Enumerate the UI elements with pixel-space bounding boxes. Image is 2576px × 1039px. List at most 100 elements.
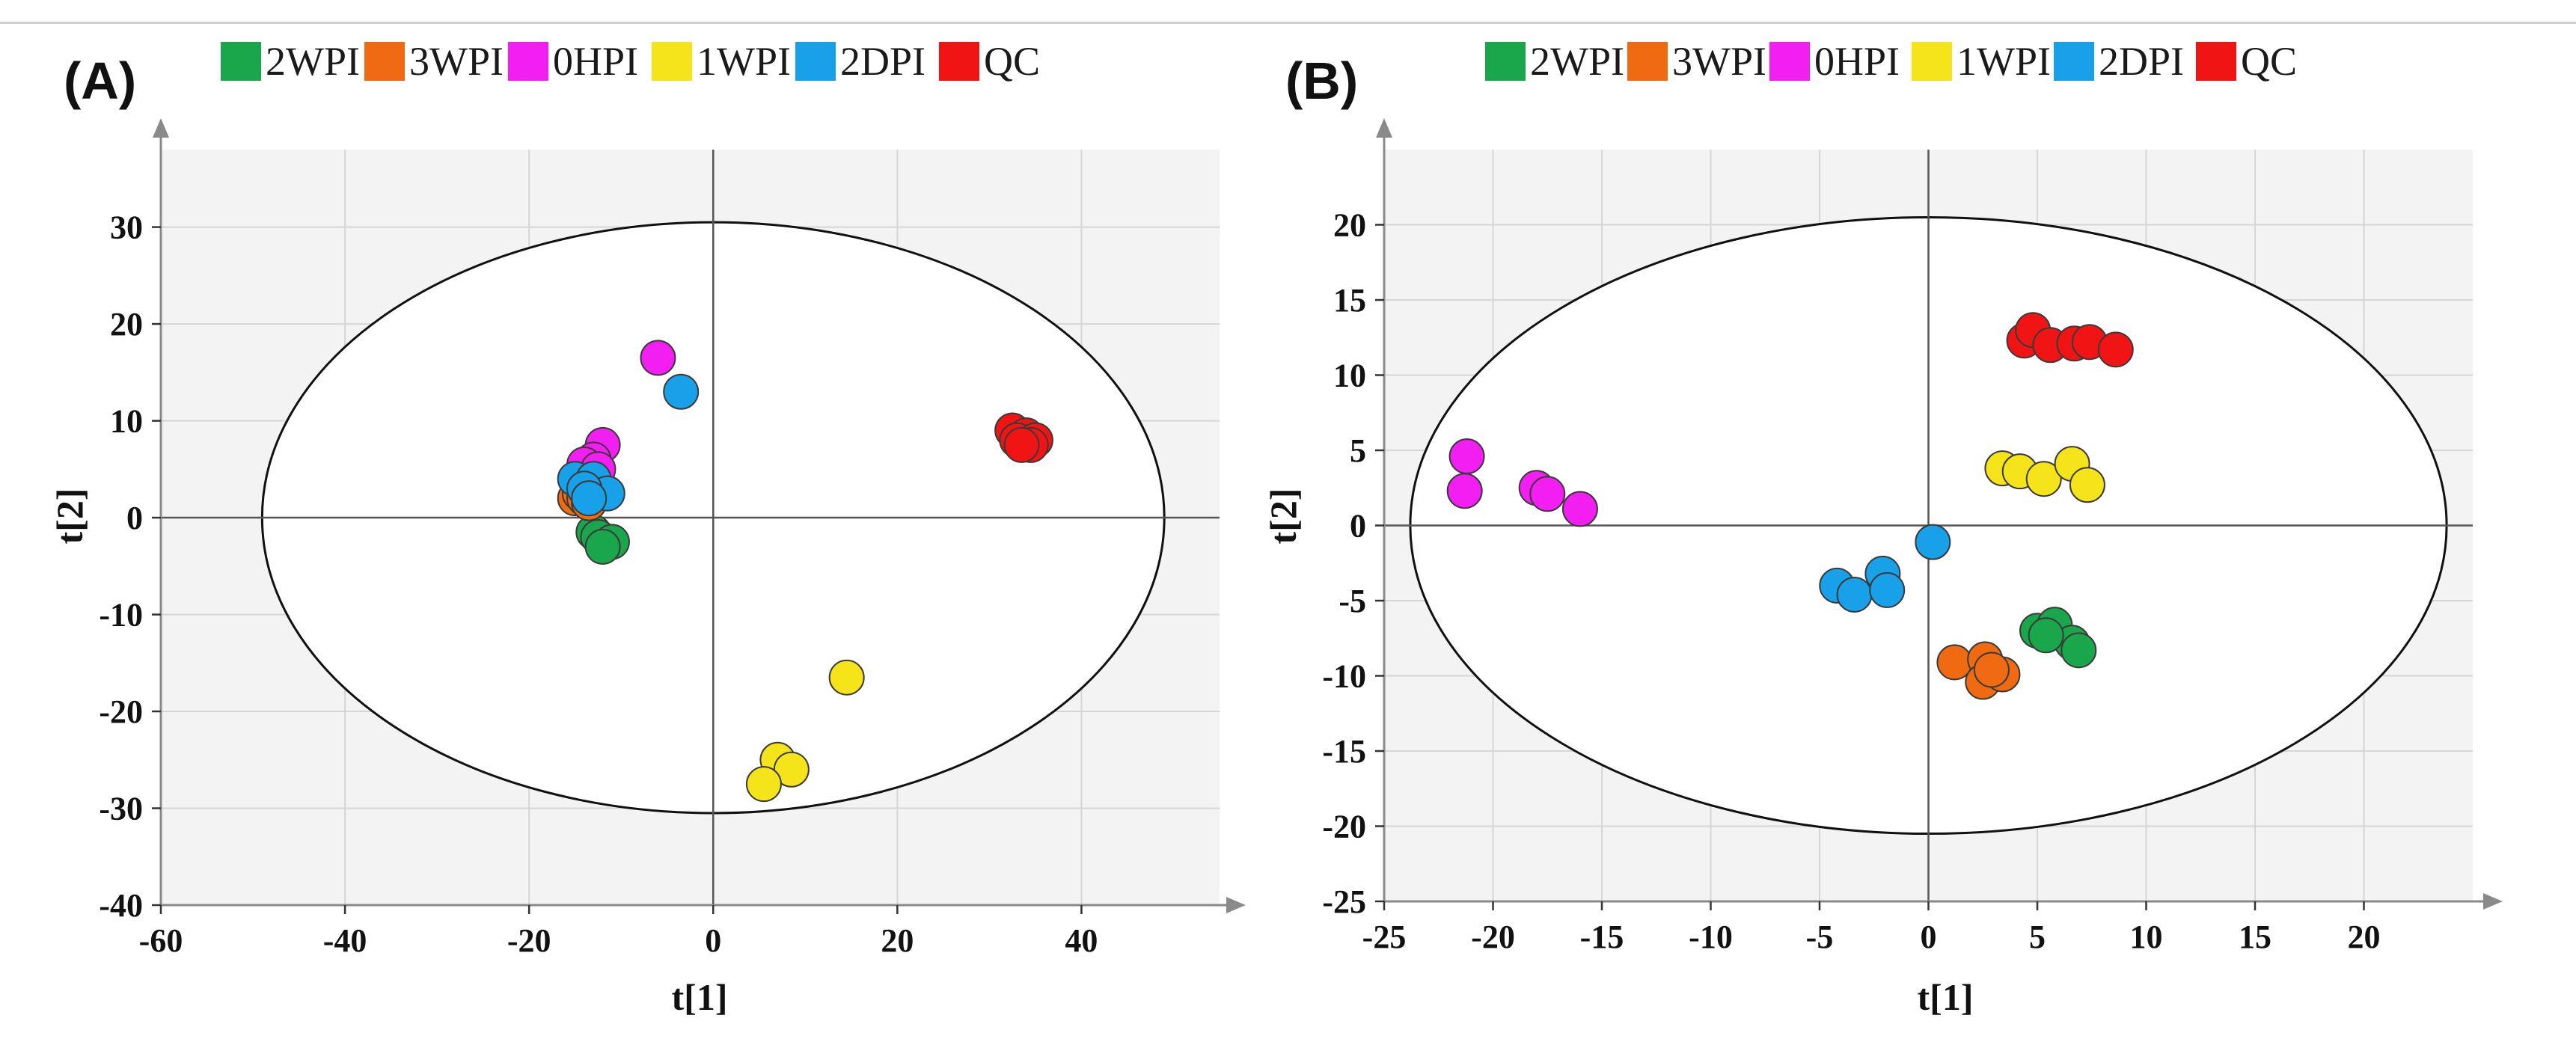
y-tick-label: 10 — [110, 403, 143, 440]
legend-swatch — [1627, 42, 1668, 81]
data-point — [584, 528, 621, 565]
x-tick-label: -10 — [1689, 919, 1733, 955]
x-tick-label: -15 — [1580, 919, 1624, 955]
legend-item-1wpi: 1WPI — [1912, 39, 2051, 84]
y-tick-label: -10 — [1322, 658, 1366, 695]
data-point — [2025, 461, 2062, 497]
series-2wpi — [2019, 607, 2097, 669]
data-point — [1973, 652, 2010, 688]
data-point — [640, 340, 676, 376]
x-axis-title: t[1] — [672, 976, 728, 1018]
legend-item-3wpi: 3WPI — [1627, 39, 1766, 84]
x-tick-label: -5 — [1806, 919, 1834, 955]
data-point — [1448, 438, 1485, 475]
legend-item-2dpi: 2DPI — [2054, 39, 2184, 84]
legend-item-1wpi: 1WPI — [652, 39, 791, 84]
y-tick-label: 20 — [1333, 207, 1366, 244]
y-tick-label: -40 — [99, 887, 143, 924]
x-tick-label: 20 — [881, 922, 914, 959]
legend-label: 1WPI — [697, 39, 791, 84]
top-divider — [0, 22, 2576, 24]
y-tick-label: 10 — [1333, 358, 1366, 394]
series-2dpi — [1819, 524, 1951, 613]
x-axis-arrow — [1226, 897, 1246, 913]
x-axis-arrow — [2483, 893, 2503, 910]
x-tick-label: 20 — [2348, 919, 2381, 955]
data-point — [2028, 617, 2064, 654]
x-tick-label: 5 — [2029, 919, 2046, 955]
legend-item-0hpi: 0HPI — [508, 39, 638, 84]
y-axis-title: t[2] — [1262, 488, 1304, 545]
series-1wpi — [745, 659, 865, 803]
y-tick-label: -5 — [1339, 583, 1366, 619]
x-axis-title: t[1] — [1918, 976, 1974, 1018]
y-axis-arrow — [1376, 118, 1392, 138]
panel-label: (B) — [1285, 52, 1358, 110]
data-point — [1869, 571, 1906, 608]
x-tick-label: 15 — [2239, 919, 2271, 955]
series-2dpi — [557, 373, 700, 517]
series-1wpi — [1984, 446, 2105, 503]
legend-label: 0HPI — [1814, 39, 1900, 84]
legend-item-2dpi: 2DPI — [795, 39, 926, 84]
legend-swatch — [1485, 42, 1526, 81]
legend-swatch — [221, 42, 261, 81]
data-point — [2061, 632, 2097, 669]
legend-swatch — [652, 42, 692, 81]
panel-label: (A) — [64, 52, 136, 110]
data-point — [2069, 467, 2105, 503]
x-tick-label: 0 — [705, 922, 721, 959]
legend-label: 0HPI — [553, 39, 638, 84]
data-point — [1529, 476, 1566, 512]
legend-item-2wpi: 2WPI — [1485, 39, 1624, 84]
data-point — [1915, 524, 1951, 560]
y-axis-title: t[2] — [49, 488, 91, 545]
legend-item-0hpi: 0HPI — [1769, 39, 1900, 84]
legend-item-qc: QC — [939, 39, 1040, 84]
panel-a: -60 -40 -20 0 20 40-40-30-20-100102030t[1]t[2… — [49, 39, 1246, 1018]
y-tick-label: -10 — [99, 597, 143, 634]
legend-swatch — [2196, 42, 2236, 81]
panel-b: -25 -20 -15 -10 -5 0 5 10 15 20 -25 -20 -15 -10 -5 0 5 10… — [1262, 39, 2503, 1018]
legend-label: 2WPI — [1530, 39, 1624, 84]
legend-label: 2DPI — [840, 39, 926, 84]
y-tick-label: -20 — [99, 693, 143, 730]
data-point — [571, 480, 608, 517]
legend-item-qc: QC — [2196, 39, 2297, 84]
x-tick-label: 40 — [1065, 922, 1098, 959]
x-tick-label: 0 — [1921, 919, 1937, 955]
data-point — [2097, 331, 2134, 368]
legend-swatch — [795, 42, 836, 81]
legend-swatch — [1769, 42, 1810, 81]
x-tick-label: 10 — [2130, 919, 2163, 955]
legend-item-2wpi: 2WPI — [221, 39, 360, 84]
data-point — [1836, 576, 1873, 613]
data-point — [1446, 473, 1483, 509]
legend-swatch — [939, 42, 979, 81]
legend-item-3wpi: 3WPI — [364, 39, 504, 84]
y-tick-label: 20 — [110, 306, 143, 343]
series-3wpi — [1936, 641, 2021, 700]
x-tick-label: -60 — [139, 922, 183, 959]
x-tick-label: -40 — [323, 922, 367, 959]
y-tick-label: -20 — [1322, 809, 1366, 845]
y-tick-label: -15 — [1322, 733, 1366, 770]
legend-label: 2DPI — [2099, 39, 2184, 84]
legend-swatch — [508, 42, 548, 81]
legend-label: 1WPI — [1957, 39, 2051, 84]
y-tick-label: 30 — [110, 209, 143, 246]
legend-label: QC — [984, 39, 1040, 84]
y-tick-label: 5 — [1350, 432, 1366, 469]
series-qc — [2006, 312, 2134, 368]
legend-label: 3WPI — [1672, 39, 1766, 84]
legend-label: 2WPI — [266, 39, 360, 84]
legend-swatch — [2054, 42, 2094, 81]
series-2wpi — [575, 514, 630, 565]
data-point — [663, 373, 700, 410]
x-tick-label: -20 — [1471, 919, 1515, 955]
legend-label: 3WPI — [409, 39, 504, 84]
x-tick-label: -25 — [1362, 919, 1407, 955]
legend-swatch — [1912, 42, 1952, 81]
